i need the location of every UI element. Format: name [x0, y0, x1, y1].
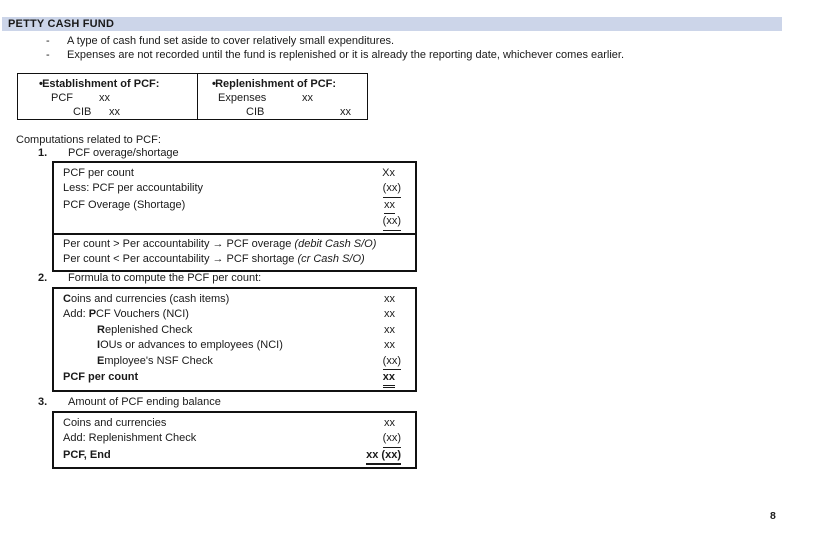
note-row: Per count < Per accountability → PCF sho…: [54, 252, 415, 268]
establishment-title: Establishment of PCF:: [42, 78, 160, 90]
overage-shortage-notes: Per count > Per accountability → PCF ove…: [54, 232, 415, 271]
row-label: [54, 214, 335, 230]
row-value: xx: [384, 293, 395, 305]
establishment-title-line: • Establishment of PCF:: [39, 78, 159, 90]
table-row: Less: PCF per accountability (xx): [54, 181, 415, 198]
row-value: xx (xx): [335, 448, 415, 466]
table-total-row: PCF per count xx: [54, 370, 415, 389]
mnemonic-letter: P: [88, 308, 97, 321]
row-value: (xx): [335, 354, 415, 371]
section-1-heading: 1. PCF overage/shortage: [38, 147, 179, 159]
mnemonic-letter: I: [97, 339, 101, 352]
table-row: Employee's NSF Check (xx): [54, 354, 415, 371]
title-highlight-bar: PETTY CASH FUND: [2, 17, 782, 31]
row-label: Employee's NSF Check: [97, 354, 213, 367]
debit-account: Expenses: [218, 92, 267, 104]
credit-account: CIB: [246, 106, 265, 118]
section-title: PCF overage/shortage: [68, 147, 179, 159]
table-row: PCF Overage (Shortage) xx: [54, 198, 415, 215]
table-row: PCF per count Xx: [54, 166, 415, 181]
row-label: PCF, End: [63, 448, 111, 461]
debit-amount: xx: [302, 92, 313, 104]
row-label: Add: Replenishment Check: [63, 432, 197, 445]
computations-heading: Computations related to PCF:: [16, 134, 161, 146]
note-text: Per count > Per accountability → PCF ove…: [63, 237, 292, 250]
table-row: (xx): [54, 214, 415, 231]
journal-entries-box: • Establishment of PCF: PCF xx CIB xx • …: [17, 73, 368, 120]
bullet-dot: •: [212, 78, 216, 90]
table-row: IOUs or advances to employees (NCI) xx: [54, 338, 415, 353]
row-value: (xx): [335, 431, 415, 448]
bullet-item: - Expenses are not recorded until the fu…: [46, 49, 624, 63]
row-label: PCF per count: [63, 371, 139, 384]
table-row: Coins and currencies xx: [54, 416, 415, 431]
row-label: Coins and currencies: [63, 417, 167, 429]
row-value: xx: [335, 198, 415, 215]
row-value: xx: [384, 308, 395, 321]
row-value: (xx): [335, 214, 415, 231]
row-value: xx: [384, 323, 395, 336]
row-label: Less: PCF per accountability: [63, 182, 204, 195]
note-annotation: (debit Cash S/O): [291, 237, 377, 250]
mnemonic-letter: C: [63, 293, 71, 305]
bullet-text: A type of cash fund set aside to cover r…: [67, 35, 395, 47]
replenishment-title: Replenishment of PCF:: [215, 78, 337, 90]
pcf-overage-rows: PCF per count Xx Less: PCF per accountab…: [54, 163, 415, 233]
credit-amount: xx: [340, 106, 351, 118]
mnemonic-letter: R: [97, 323, 105, 336]
note-text: Per count < Per accountability → PCF sho…: [63, 253, 295, 266]
replenishment-title-line: • Replenishment of PCF:: [212, 78, 336, 90]
note-row: Per count > Per accountability → PCF ove…: [54, 237, 415, 253]
pcf-ending-balance-table: Coins and currencies xx Add: Replenishme…: [52, 411, 417, 470]
debit-amount: xx: [99, 92, 110, 104]
row-label: IOUs or advances to employees (NCI): [97, 339, 283, 352]
row-value: xx: [335, 370, 415, 389]
row-label: Replenished Check: [97, 323, 193, 336]
table-total-row: PCF, End xx (xx): [54, 448, 415, 466]
section-number: 3.: [38, 396, 48, 408]
row-value: (xx): [335, 181, 415, 198]
bullet-item: - A type of cash fund set aside to cover…: [46, 35, 624, 49]
row-value: xx: [384, 339, 395, 352]
pcf-per-count-table: Coins and currencies (cash items) xx Add…: [52, 287, 417, 393]
section-2-heading: 2. Formula to compute the PCF per count:: [38, 272, 261, 284]
credit-account: CIB: [73, 106, 92, 118]
row-label: PCF per count: [63, 167, 134, 179]
table-row: Replenished Check xx: [54, 323, 415, 338]
bullet-dash: -: [46, 35, 50, 47]
bullet-dash: -: [46, 48, 50, 61]
credit-amount: xx: [109, 106, 120, 118]
debit-account: PCF: [51, 92, 73, 104]
table-row: Add: PCF Vouchers (NCI) xx: [54, 307, 415, 322]
page-title: PETTY CASH FUND: [8, 18, 115, 30]
row-label: Coins and currencies (cash items): [63, 293, 230, 305]
pcf-overage-table: PCF per count Xx Less: PCF per accountab…: [52, 161, 417, 273]
mnemonic-letter: E: [97, 354, 105, 367]
section-3-heading: 3. Amount of PCF ending balance: [38, 396, 221, 408]
establishment-entry-cell: • Establishment of PCF: PCF xx CIB xx: [18, 74, 197, 119]
table-row: Add: Replenishment Check (xx): [54, 431, 415, 448]
pcf-ending-balance-rows: Coins and currencies xx Add: Replenishme…: [54, 413, 415, 467]
row-value: xx: [384, 417, 395, 429]
table-row: Coins and currencies (cash items) xx: [54, 292, 415, 307]
note-annotation: (cr Cash S/O): [294, 253, 365, 266]
intro-bullets: - A type of cash fund set aside to cover…: [46, 35, 624, 62]
row-label: Add: PCF Vouchers (NCI): [63, 308, 189, 321]
bullet-dot: •: [39, 78, 43, 90]
row-value: Xx: [382, 167, 395, 179]
row-label: PCF Overage (Shortage): [63, 198, 186, 211]
bullet-text: Expenses are not recorded until the fund…: [67, 48, 625, 61]
section-title: Amount of PCF ending balance: [68, 396, 221, 408]
pcf-per-count-rows: Coins and currencies (cash items) xx Add…: [54, 289, 415, 390]
section-number: 2.: [38, 272, 48, 284]
page-number: 8: [770, 510, 776, 522]
section-number: 1.: [38, 147, 48, 159]
replenishment-entry-cell: • Replenishment of PCF: Expenses xx CIB …: [197, 74, 367, 119]
section-title: Formula to compute the PCF per count:: [68, 272, 262, 284]
